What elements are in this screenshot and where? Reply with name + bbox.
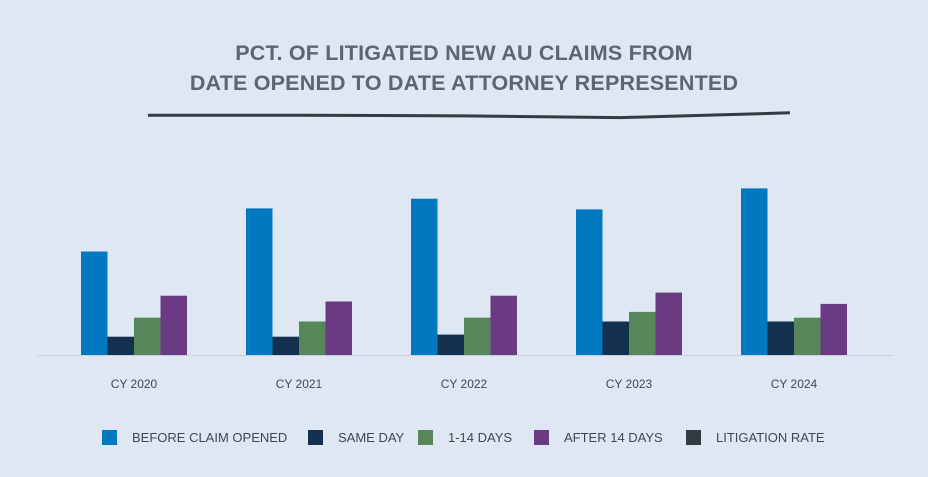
bar-1-14-days-cy-2020 [134, 317, 161, 355]
x-tick-label: CY 2024 [771, 377, 818, 391]
bar-1-14-days-cy-2022 [464, 317, 491, 355]
bar-1-14-days-cy-2021 [299, 321, 326, 355]
bar-same-day-cy-2023 [602, 321, 629, 355]
bar-same-day-cy-2022 [437, 334, 464, 355]
bar-after-14-days-cy-2021 [325, 301, 352, 355]
bar-same-day-cy-2021 [272, 336, 299, 355]
legend-label: AFTER 14 DAYS [564, 429, 663, 445]
x-tick-label: CY 2021 [276, 377, 323, 391]
x-tick-label: CY 2020 [111, 377, 158, 391]
chart-legend: BEFORE CLAIM OPENED SAME DAY 1-14 DAYS AFTE… [0, 427, 928, 447]
bar-before-claim-opened-cy-2024 [741, 188, 768, 355]
legend-item: LITIGATION RATE [686, 427, 825, 447]
legend-item: BEFORE CLAIM OPENED [102, 427, 287, 447]
chart-title-line-1: PCT. OF LITIGATED NEW AU CLAIMS FROM [235, 41, 693, 65]
legend-swatch [686, 429, 701, 445]
legend-swatch [102, 429, 117, 445]
bar-before-claim-opened-cy-2020 [81, 251, 108, 355]
bar-before-claim-opened-cy-2021 [246, 208, 273, 355]
legend-item: SAME DAY [308, 427, 404, 447]
legend-item: 1-14 DAYS [418, 427, 512, 447]
legend-swatch [308, 429, 323, 445]
legend-item: AFTER 14 DAYS [534, 427, 663, 447]
chart-title-line-2: DATE OPENED TO DATE ATTORNEY REPRESENTED [189, 71, 739, 95]
bar-after-14-days-cy-2020 [160, 295, 187, 355]
bar-1-14-days-cy-2024 [794, 317, 821, 355]
bar-before-claim-opened-cy-2023 [576, 209, 603, 355]
bar-after-14-days-cy-2022 [490, 295, 517, 355]
bar-after-14-days-cy-2023 [655, 292, 682, 355]
bar-after-14-days-cy-2024 [820, 303, 847, 355]
x-tick-label: CY 2022 [441, 377, 488, 391]
legend-label: BEFORE CLAIM OPENED [132, 429, 288, 445]
bar-before-claim-opened-cy-2022 [411, 198, 438, 355]
bar-same-day-cy-2020 [107, 336, 134, 355]
line-litigation-rate [148, 111, 791, 120]
legend-label: SAME DAY [338, 429, 405, 445]
legend-label: 1-14 DAYS [448, 429, 513, 445]
legend-swatch [418, 429, 433, 445]
chart-title: PCT. OF LITIGATED NEW AU CLAIMS FROM DAT… [0, 38, 928, 98]
legend-swatch [534, 429, 549, 445]
legend-label: LITIGATION RATE [716, 429, 825, 445]
bar-1-14-days-cy-2023 [629, 311, 656, 355]
bar-same-day-cy-2024 [767, 321, 794, 355]
x-tick-label: CY 2023 [606, 377, 653, 391]
